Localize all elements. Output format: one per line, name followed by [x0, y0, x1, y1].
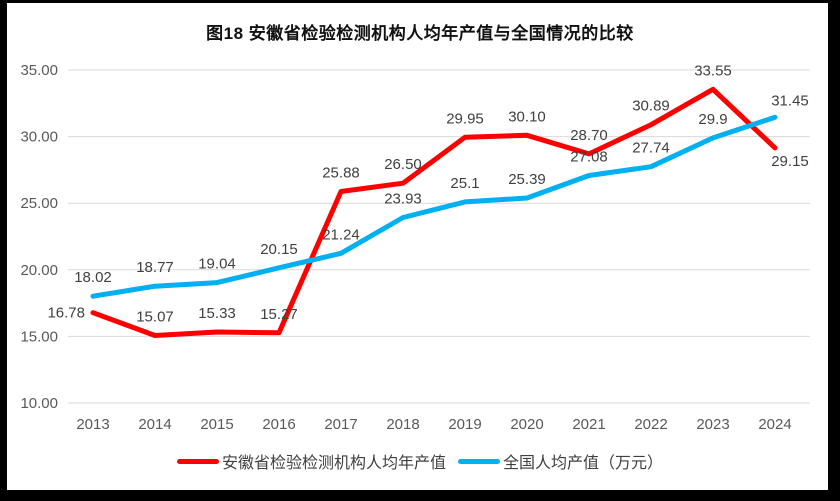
chart-canvas [7, 3, 828, 490]
data-label: 21.24 [322, 226, 360, 243]
data-label: 16.78 [47, 305, 85, 322]
data-label: 25.39 [508, 171, 546, 188]
data-label: 20.15 [260, 241, 298, 258]
legend-label-anhui: 安徽省检验检测机构人均年产值 [221, 455, 446, 472]
data-label: 23.93 [384, 190, 422, 207]
data-label: 27.74 [632, 140, 670, 157]
data-label: 15.33 [198, 305, 236, 322]
y-axis-tick-label: 30.00 [20, 129, 58, 146]
series-line-national [90, 114, 778, 299]
data-label: 25.1 [450, 175, 479, 192]
x-axis-tick-label: 2015 [200, 416, 233, 433]
legend-item-national: 全国人均产值（万元） [458, 449, 663, 473]
y-axis-tick-label: 25.00 [20, 195, 58, 212]
x-axis-tick-label: 2018 [386, 416, 419, 433]
x-axis-tick-label: 2019 [448, 416, 481, 433]
data-label: 25.88 [322, 164, 360, 181]
data-label: 29.9 [698, 111, 727, 128]
data-label: 29.95 [446, 110, 484, 127]
data-label: 31.45 [771, 92, 809, 109]
series-line-anhui [90, 86, 778, 338]
legend-line-anhui-icon [176, 458, 219, 464]
data-label: 15.27 [260, 306, 298, 323]
data-label: 27.08 [570, 148, 608, 165]
chart-title: 图18 安徽省检验检测机构人均年产值与全国情况的比较 [206, 24, 634, 43]
legend-label-national: 全国人均产值（万元） [503, 455, 664, 472]
data-label: 28.70 [570, 127, 608, 144]
data-label: 30.10 [508, 108, 546, 125]
legend-line-national-icon [458, 458, 500, 464]
x-axis-tick-label: 2023 [696, 416, 729, 433]
y-axis-tick-label: 10.00 [20, 395, 58, 412]
data-label: 18.77 [136, 259, 174, 276]
x-axis-tick-label: 2014 [138, 416, 171, 433]
y-axis-tick-label: 15.00 [20, 328, 58, 345]
data-label: 19.04 [198, 256, 236, 273]
legend-item-anhui: 安徽省检验检测机构人均年产值 [176, 449, 446, 473]
x-axis-tick-label: 2017 [324, 416, 357, 433]
x-axis-tick-label: 2016 [262, 416, 295, 433]
data-label: 33.55 [694, 62, 732, 79]
data-label: 30.89 [632, 98, 670, 115]
x-axis-tick-label: 2020 [510, 416, 543, 433]
x-axis-tick-label: 2013 [76, 416, 109, 433]
x-axis-tick-label: 2024 [758, 416, 791, 433]
data-label: 29.15 [771, 153, 809, 170]
x-axis-tick-label: 2021 [572, 416, 605, 433]
data-label: 26.50 [384, 156, 422, 173]
data-label: 15.07 [136, 308, 174, 325]
legend: 安徽省检验检测机构人均年产值 全国人均产值（万元） [0, 449, 840, 473]
y-axis-tick-label: 20.00 [20, 262, 58, 279]
x-axis-tick-label: 2022 [634, 416, 667, 433]
data-label: 18.02 [74, 269, 112, 286]
y-axis-tick-label: 35.00 [20, 62, 58, 79]
